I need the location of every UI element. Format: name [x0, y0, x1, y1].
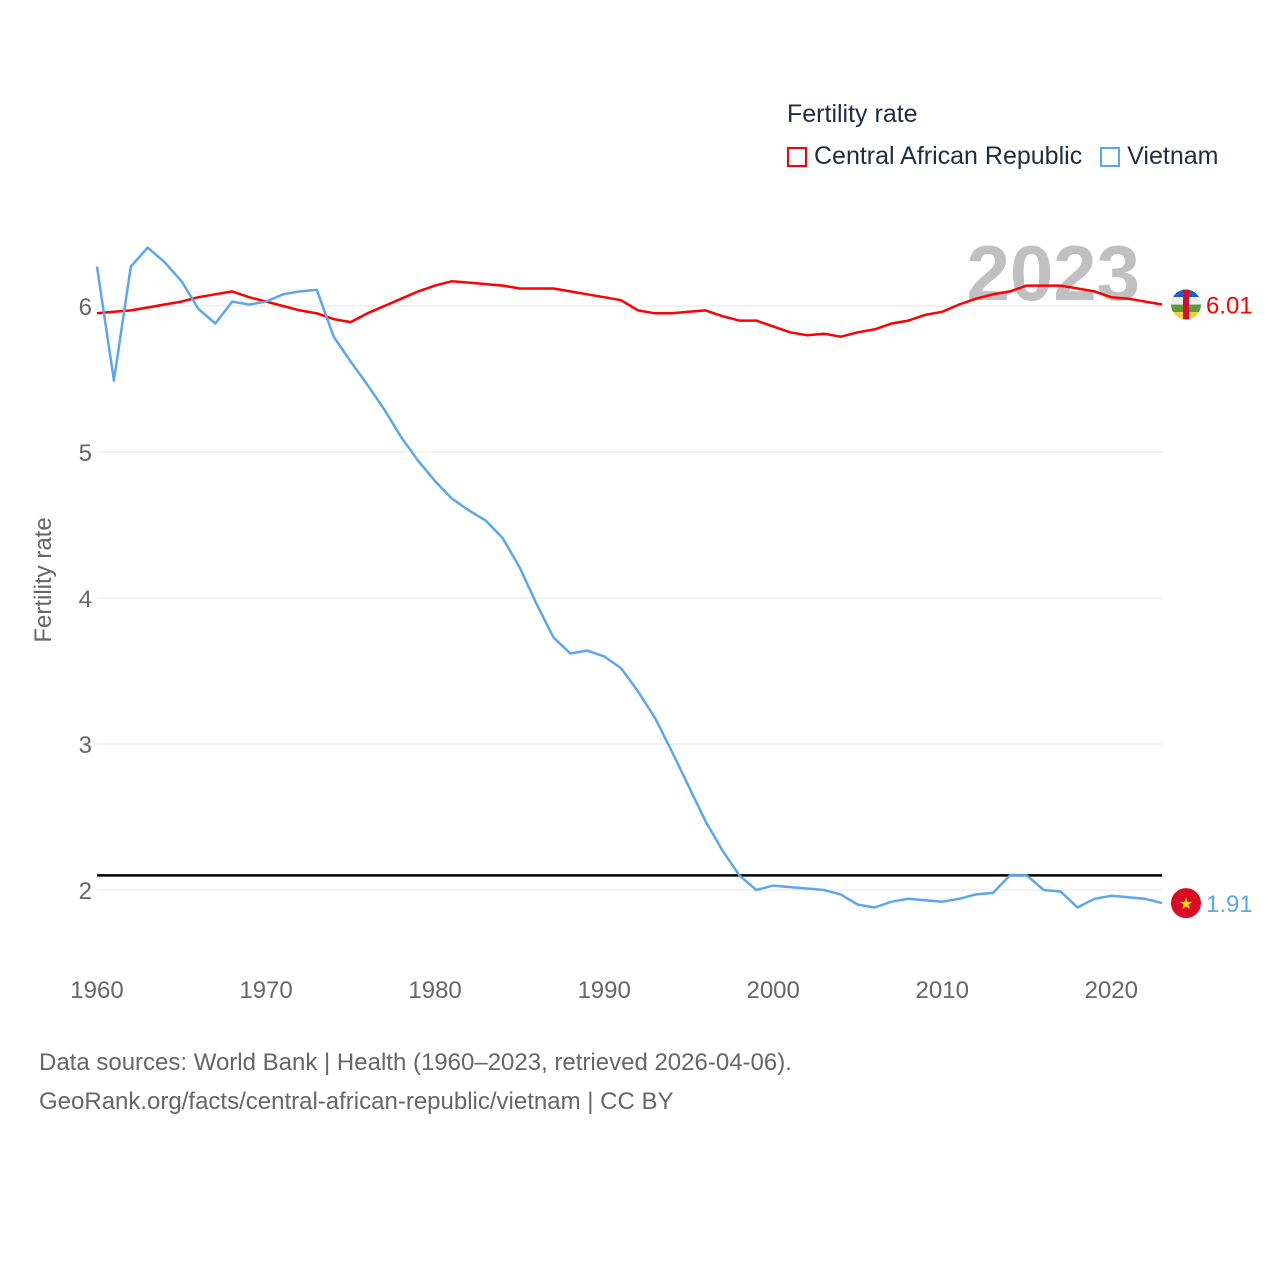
x-tick-label: 2010 [916, 977, 969, 1004]
end-value-label-car: 6.01 [1206, 293, 1253, 320]
x-tick-label: 2020 [1085, 977, 1138, 1004]
series-line-vietnam [95, 246, 1163, 909]
y-axis-label: Fertility rate [30, 517, 57, 642]
y-tick-label: 2 [79, 878, 92, 905]
x-tick-label: 1980 [408, 977, 461, 1004]
y-tick-label: 5 [79, 440, 92, 467]
x-tick-label: 1990 [577, 977, 630, 1004]
y-tick-label: 4 [79, 586, 92, 613]
legend-title: Fertility rate [787, 100, 918, 128]
star-icon: ★ [1179, 896, 1193, 913]
legend: Central African Republic Vietnam [787, 142, 1236, 171]
legend-label-vietnam: Vietnam [1127, 142, 1219, 170]
data-source-text: Data sources: World Bank | Health (1960–… [39, 1049, 792, 1076]
car-flag-icon [1171, 289, 1201, 320]
y-tick-label: 6 [79, 294, 92, 321]
series-line-car [96, 279, 1163, 338]
legend-item-vietnam[interactable]: Vietnam [1100, 142, 1218, 171]
legend-item-car[interactable]: Central African Republic [787, 142, 1082, 171]
y-tick-label: 3 [79, 732, 92, 759]
year-watermark: 2023 [966, 229, 1140, 317]
vietnam-flag-icon [1171, 888, 1201, 919]
x-tick-label: 1960 [70, 977, 123, 1004]
attribution-link[interactable]: GeoRank.org/facts/central-african-republ… [39, 1088, 674, 1115]
legend-label-car: Central African Republic [814, 142, 1083, 170]
x-tick-label: 2000 [746, 977, 799, 1004]
x-tick-label: 1970 [239, 977, 292, 1004]
end-value-label-vietnam: 1.91 [1206, 891, 1253, 918]
legend-swatch-vietnam [1100, 146, 1121, 167]
footer: Data sources: World Bank | Health (1960–… [39, 1043, 792, 1121]
legend-swatch-car [787, 146, 807, 167]
